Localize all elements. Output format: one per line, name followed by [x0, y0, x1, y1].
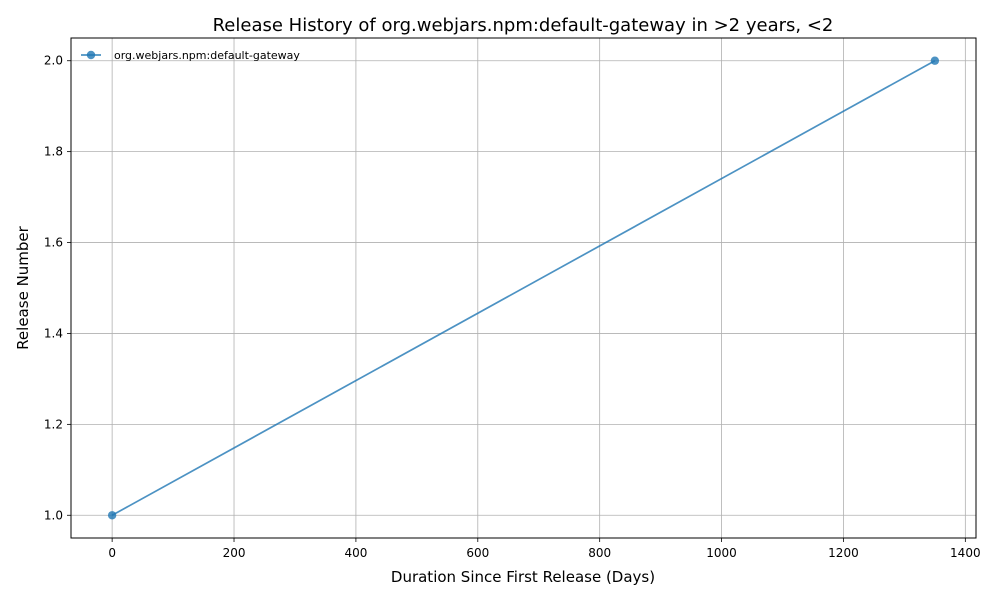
- x-tick-label: 1400: [950, 546, 981, 560]
- x-tick-label: 1000: [706, 546, 737, 560]
- y-tick-label: 1.6: [44, 236, 63, 250]
- series-layer: [107, 56, 940, 520]
- data-point: [107, 511, 117, 520]
- x-tick-label: 200: [223, 546, 246, 560]
- legend-marker: [86, 50, 96, 60]
- legend: org.webjars.npm:default-gateway: [81, 49, 300, 62]
- x-tick-label: 0: [108, 546, 116, 560]
- x-tick-label: 1200: [828, 546, 859, 560]
- y-tick-label: 1.0: [44, 508, 63, 522]
- y-axis-label: Release Number: [14, 225, 32, 349]
- x-tick-label: 600: [466, 546, 489, 560]
- x-tick-label: 400: [344, 546, 367, 560]
- axis-ticks: 0 200 400 600 800 1000 1200 1400 1.0 1.2 1.4 1.6 1.8…: [44, 54, 981, 560]
- x-tick-label: 800: [588, 546, 611, 560]
- data-point: [930, 56, 940, 65]
- plot-area-frame: [70, 37, 977, 539]
- y-tick-label: 1.4: [44, 326, 63, 340]
- y-tick-label: 1.8: [44, 145, 63, 159]
- legend-label: org.webjars.npm:default-gateway: [114, 49, 300, 62]
- grid: [71, 38, 976, 538]
- y-tick-label: 2.0: [44, 54, 63, 68]
- x-axis-label: Duration Since First Release (Days): [391, 568, 655, 586]
- y-tick-label: 1.2: [44, 417, 63, 431]
- series-line: [111, 59, 936, 517]
- chart-title: Release History of org.webjars.npm:defau…: [213, 15, 834, 36]
